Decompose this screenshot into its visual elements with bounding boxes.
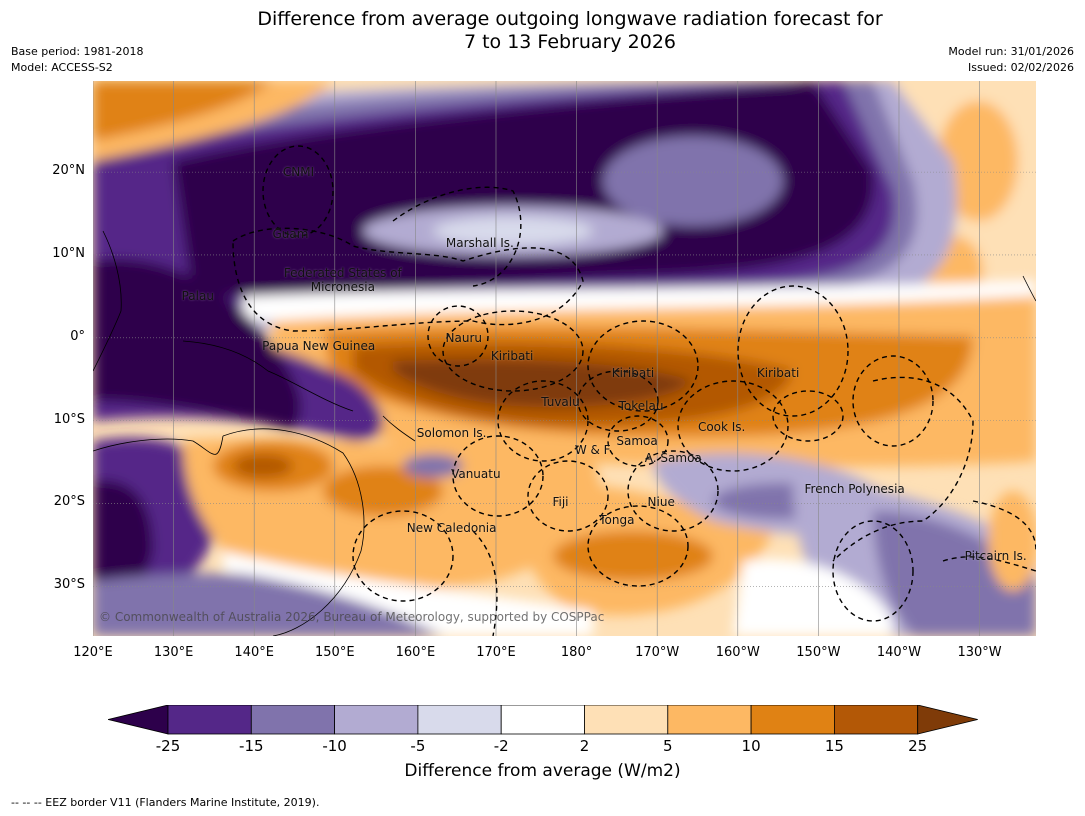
place-label: Fiji bbox=[552, 494, 569, 509]
colorbar-tick-label: -2 bbox=[493, 737, 509, 755]
longitude-label: 170°E bbox=[476, 645, 516, 660]
longitude-label: 130°E bbox=[153, 645, 194, 660]
latitude-label: 10°N bbox=[52, 245, 85, 261]
place-label: Papua New Guinea bbox=[262, 339, 376, 354]
colorbar-tick-label: 25 bbox=[908, 737, 928, 755]
colorbar-segment bbox=[834, 705, 919, 735]
longitude-label: 120°E bbox=[73, 645, 113, 660]
issued-date: Issued: 02/02/2026 bbox=[967, 61, 1074, 74]
map-field bbox=[93, 81, 1036, 636]
longitude-label: 140°E bbox=[234, 645, 274, 660]
colorbar-segment bbox=[667, 705, 752, 735]
place-label: Nauru bbox=[445, 330, 482, 345]
place-label: French Polynesia bbox=[804, 481, 905, 496]
place-label: Kiribati bbox=[490, 349, 534, 363]
place-label: Tokelau bbox=[618, 398, 664, 413]
place-label: Marshall Is. bbox=[445, 235, 514, 250]
colorbar-segment bbox=[584, 705, 669, 735]
colorbar-segment bbox=[500, 705, 585, 735]
colorbar-tick-label: 5 bbox=[663, 737, 673, 755]
place-label: Tuvalu bbox=[541, 395, 580, 410]
title-line-1: Difference from average outgoing longwav… bbox=[257, 8, 883, 30]
model-name: Model: ACCESS-S2 bbox=[11, 61, 113, 74]
model-run: Model run: 31/01/2026 bbox=[948, 45, 1074, 58]
colorbar-segment bbox=[250, 705, 336, 735]
colorbar-tick-label: 15 bbox=[824, 737, 844, 755]
latitude-label: 30°S bbox=[53, 577, 85, 593]
colorbar-segment bbox=[167, 705, 252, 735]
coastlines bbox=[93, 230, 1036, 636]
graticule bbox=[93, 81, 1036, 636]
place-label: Palau bbox=[181, 289, 214, 304]
place-label: Pitcairn Is. bbox=[964, 548, 1027, 563]
place-label: Solomon Is. bbox=[416, 426, 487, 441]
colorbar-extend-low bbox=[108, 705, 169, 735]
colorbar-segment bbox=[334, 705, 419, 735]
latitude-label: 20°S bbox=[53, 494, 85, 510]
meta-right: Model run: 31/01/2026 Issued: 02/02/2026 bbox=[948, 44, 1074, 76]
eez-footnote: -- -- -- EEZ border V11 (Flanders Marine… bbox=[11, 796, 320, 809]
colorbar-tick-label: -10 bbox=[322, 737, 347, 755]
eez-borders bbox=[232, 145, 1036, 636]
longitude-label: 130°W bbox=[957, 645, 1002, 660]
colorbar-tick-label: -5 bbox=[410, 737, 426, 755]
map-title: Difference from average outgoing longwav… bbox=[0, 8, 1085, 54]
place-label: Guam bbox=[272, 227, 309, 242]
anomaly-contours bbox=[93, 81, 1036, 636]
place-label: CNMI bbox=[282, 165, 315, 180]
longitude-label: 160°W bbox=[715, 645, 760, 660]
place-label: Niue bbox=[647, 494, 675, 509]
colorbar-extend-high bbox=[917, 705, 978, 735]
colorbar-tick-label: -25 bbox=[155, 737, 181, 755]
place-label: W & F bbox=[574, 442, 611, 457]
latitude-label: 0° bbox=[70, 328, 85, 344]
latitude-label: 20°N bbox=[52, 163, 85, 179]
meta-left: Base period: 1981-2018 Model: ACCESS-S2 bbox=[11, 44, 143, 76]
place-label: Kiribati bbox=[756, 365, 800, 380]
place-label: Cook Is. bbox=[697, 420, 746, 435]
colorbar-tick-label: -15 bbox=[239, 737, 264, 755]
base-period: Base period: 1981-2018 bbox=[11, 45, 144, 58]
place-label: A. Samoa bbox=[644, 450, 702, 465]
place-label: Vanuatu bbox=[451, 467, 501, 482]
longitude-label: 180° bbox=[560, 645, 593, 660]
place-label: Samoa bbox=[616, 434, 658, 449]
colorbar-label: Difference from average (W/m2) bbox=[404, 761, 681, 781]
latitude-label: 10°S bbox=[53, 411, 85, 427]
colorbar-tick-label: 10 bbox=[741, 737, 761, 755]
copyright-notice: © Commonwealth of Australia 2026, Bureau… bbox=[99, 610, 605, 624]
place-label: Kiribati bbox=[611, 365, 655, 380]
colorbar bbox=[108, 705, 978, 735]
forecast-map bbox=[93, 81, 1036, 636]
longitude-label: 150°E bbox=[315, 645, 355, 660]
colorbar-tick-label: 2 bbox=[579, 737, 590, 755]
longitude-label: 150°W bbox=[796, 645, 841, 660]
place-label: New Caledonia bbox=[406, 521, 497, 536]
colorbar-segment bbox=[750, 705, 835, 735]
colorbar-segment bbox=[417, 705, 502, 735]
longitude-label: 140°W bbox=[876, 645, 922, 660]
title-line-2: 7 to 13 February 2026 bbox=[463, 31, 677, 53]
longitude-label: 160°E bbox=[395, 645, 436, 660]
place-label: Tonga bbox=[599, 513, 635, 528]
place-label: Federated States of Micronesia bbox=[283, 265, 402, 294]
longitude-label: 170°W bbox=[635, 645, 680, 660]
